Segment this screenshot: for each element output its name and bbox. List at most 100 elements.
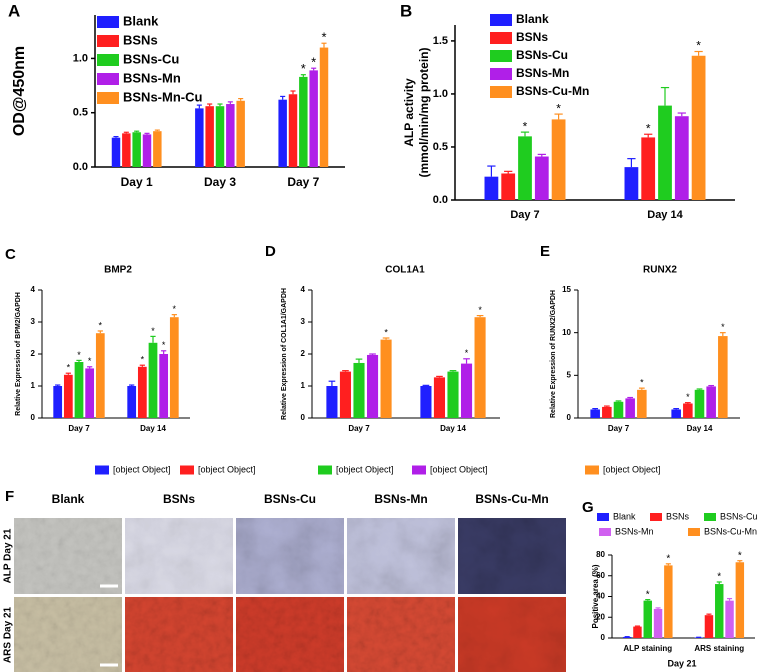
y-tick-label: 0.0	[73, 161, 88, 173]
legend-label: Blank	[516, 12, 549, 26]
panel-letter: G	[582, 499, 594, 516]
y-tick-label: 4	[31, 285, 36, 294]
bar	[420, 386, 432, 418]
x-tick-label: Day 1	[121, 175, 153, 189]
row-label: ARS Day 21	[3, 606, 14, 663]
bar	[195, 108, 204, 167]
bar	[658, 105, 672, 200]
legend-swatch	[97, 54, 119, 66]
legend-label: [object Object]	[336, 464, 394, 474]
significance-mark: *	[321, 30, 326, 45]
x-tick-label: Day 14	[140, 424, 166, 433]
y-tick-label: 1.0	[73, 52, 88, 64]
column-label: Blank	[52, 492, 85, 506]
significance-mark: *	[666, 553, 670, 564]
y-tick-label: 0.5	[433, 141, 448, 153]
x-tick-label: Day 7	[348, 424, 370, 433]
significance-mark: *	[141, 355, 145, 365]
bar	[637, 389, 647, 418]
legend-swatch	[597, 513, 609, 521]
panel-letter: E	[540, 243, 550, 260]
bar	[95, 333, 105, 418]
legend-label: BSNs-Mn	[615, 526, 654, 536]
legend-label: BSNs-Cu-Mn	[516, 84, 589, 98]
y-tick-label: 5	[567, 370, 572, 379]
bar	[63, 374, 73, 418]
x-tick-label: Day 3	[204, 175, 236, 189]
bar	[534, 156, 549, 200]
x-tick-label: Day 14	[440, 424, 466, 433]
bar	[326, 386, 338, 418]
significance-mark: *	[77, 350, 81, 360]
bar	[148, 342, 158, 418]
legend-swatch	[688, 528, 700, 536]
legend-swatch	[599, 528, 611, 536]
y-tick-label: 40	[596, 592, 605, 601]
bar	[353, 362, 365, 418]
legend-label: BSNs-Cu-Mn	[704, 526, 757, 536]
significance-mark: *	[646, 589, 650, 600]
y-tick-label: 1.5	[433, 35, 448, 47]
legend-swatch	[490, 86, 512, 98]
stain-texture	[125, 518, 233, 594]
bar	[683, 403, 693, 418]
bar	[366, 354, 379, 418]
significance-mark: *	[646, 121, 651, 135]
bar	[691, 55, 706, 201]
column-label: BSNs-Cu	[264, 492, 316, 506]
legend-swatch	[490, 32, 512, 44]
legend-swatch	[180, 465, 194, 475]
legend-label: BSNs-Cu	[516, 48, 568, 62]
y-tick-label: 2	[31, 349, 36, 358]
significance-mark: *	[696, 39, 701, 53]
bar	[622, 636, 632, 638]
x-tick-label: Day 7	[68, 424, 90, 433]
legend-swatch	[97, 73, 119, 85]
bar	[718, 336, 728, 418]
bar	[460, 363, 473, 418]
legend-swatch	[97, 16, 119, 28]
y-tick-label: 0	[31, 413, 36, 422]
legend-swatch	[704, 513, 716, 521]
legend-label: Blank	[613, 511, 636, 521]
stain-texture	[458, 597, 566, 672]
bar	[132, 132, 141, 167]
stain-texture	[14, 597, 122, 672]
significance-mark: *	[556, 101, 561, 115]
legend-label: [object Object]	[603, 464, 661, 474]
column-label: BSNs-Cu-Mn	[475, 492, 548, 506]
x-tick-label: Day 7	[287, 175, 319, 189]
bar	[704, 615, 714, 638]
bar	[551, 119, 566, 200]
y-tick-label: 0.5	[73, 107, 88, 119]
y-axis-label: (mmol/min/mg protein)	[417, 48, 431, 178]
bar	[236, 100, 245, 167]
bar	[111, 137, 121, 167]
bar	[53, 386, 63, 418]
bar	[153, 131, 162, 167]
legend-swatch	[97, 92, 119, 104]
x-tick-label: Day 14	[647, 209, 683, 221]
legend-label: BSNs-Mn-Cu	[123, 89, 202, 104]
significance-mark: *	[717, 572, 721, 583]
legend-label: BSNs-Cu	[123, 51, 179, 66]
legend-swatch	[490, 68, 512, 80]
y-tick-label: 60	[596, 571, 605, 580]
bar	[643, 600, 652, 638]
significance-mark: *	[465, 348, 469, 358]
y-axis-label: Relative Expression of BPM2/GAPDH	[15, 292, 22, 416]
significance-mark: *	[99, 320, 103, 330]
bar	[127, 386, 137, 418]
significance-mark: *	[478, 305, 482, 315]
bar	[433, 377, 446, 418]
bar	[74, 362, 84, 418]
legend-swatch	[490, 50, 512, 62]
legend-swatch	[97, 35, 119, 47]
significance-mark: *	[311, 55, 316, 70]
stain-texture	[347, 518, 455, 594]
bar	[380, 339, 392, 418]
bar	[288, 94, 298, 167]
stain-texture	[14, 518, 122, 594]
x-tick-label: Day 14	[687, 424, 713, 433]
